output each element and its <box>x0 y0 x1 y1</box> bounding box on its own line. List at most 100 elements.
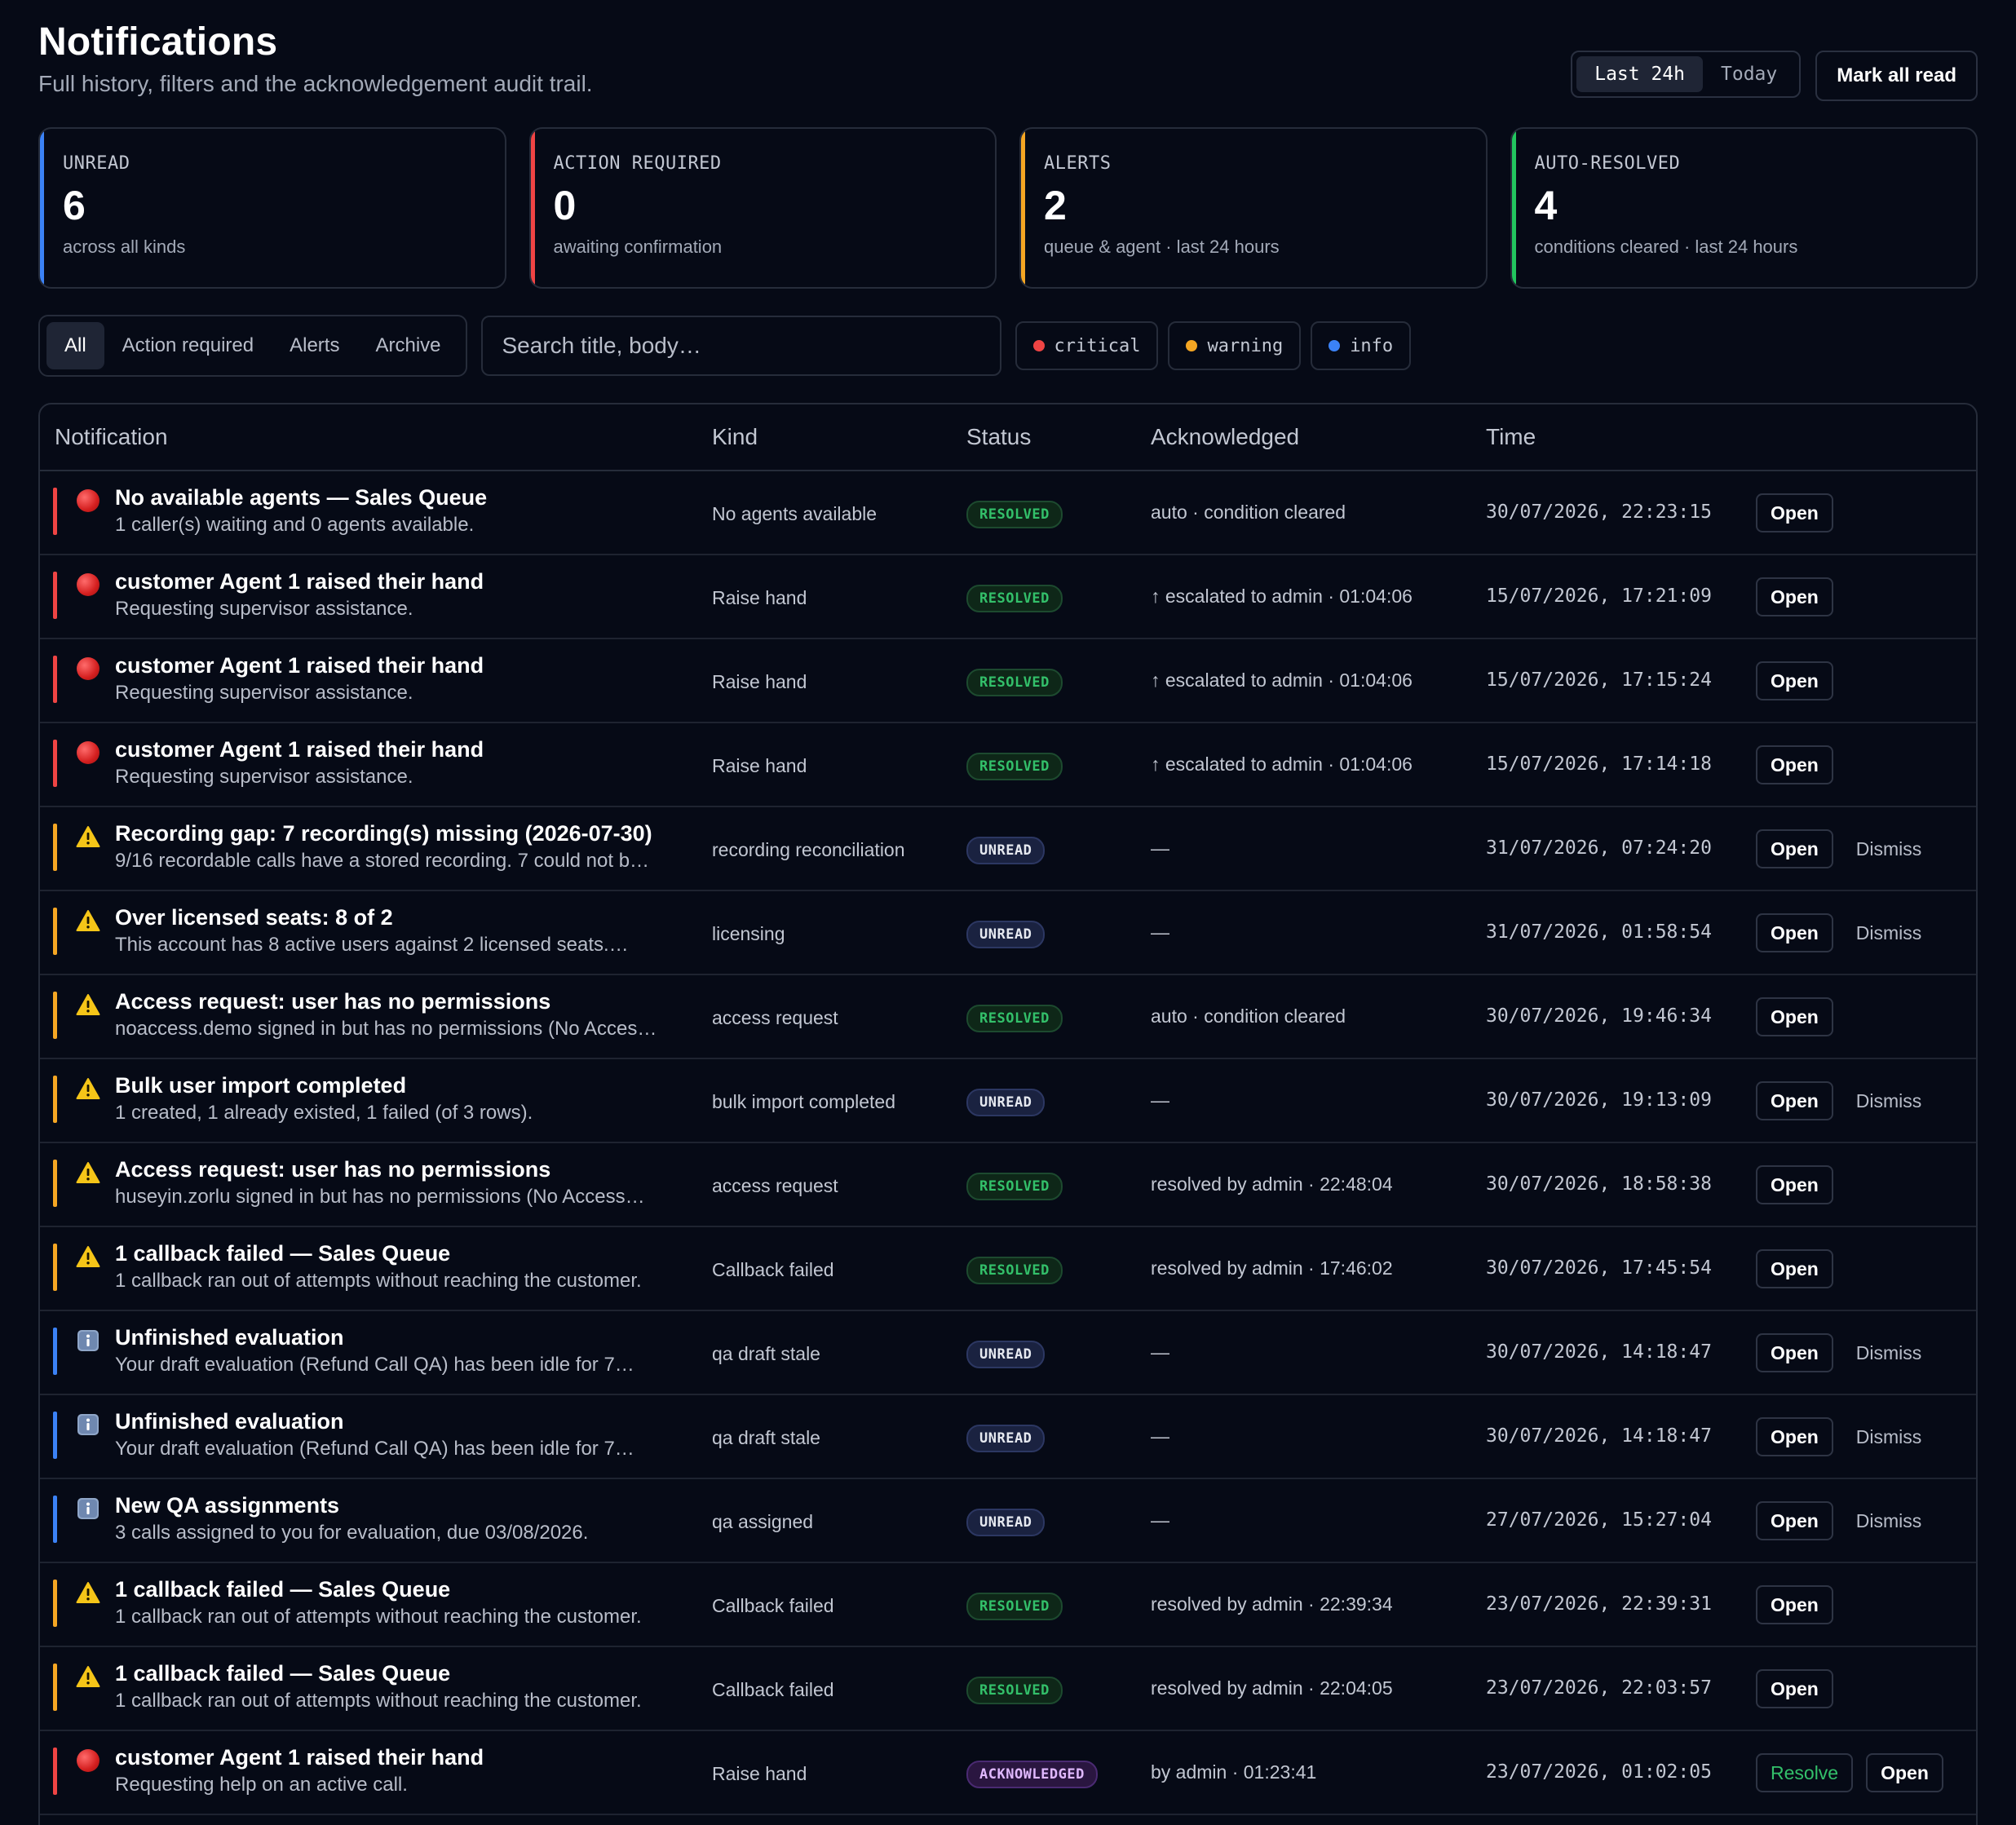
table-row: Over licensed seats: 8 of 2 This account … <box>40 891 1976 975</box>
table-row: Recording gap: 7 recording(s) missing (2… <box>40 807 1976 891</box>
red-circle-icon <box>77 1749 99 1772</box>
notification-time: 30/07/2026, 14:18:47 <box>1486 1341 1712 1363</box>
acknowledged-info: — <box>1151 1425 1169 1447</box>
column-notification: Notification <box>55 424 168 449</box>
notification-title: No available agents — Sales Queue <box>115 485 488 510</box>
warning-icon <box>76 1160 100 1185</box>
notification-title: customer Agent 1 raised their hand <box>115 653 484 678</box>
time-range-toggle: Last 24h Today <box>1571 51 1802 98</box>
status-cell: UNREAD <box>966 1089 1046 1117</box>
row-actions: Open <box>1756 661 1833 700</box>
filter-tabs: All Action required Alerts Archive <box>38 315 467 377</box>
table-row: 1 callback failed — Sales Queue 1 callbac… <box>40 1563 1976 1647</box>
status-cell: RESOLVED <box>966 501 1063 529</box>
open-button[interactable]: Open <box>1756 1417 1833 1456</box>
row-actions: Open Dismiss <box>1756 829 1934 868</box>
notification-kind: recording reconciliation <box>712 838 905 860</box>
tab-all[interactable]: All <box>46 322 104 369</box>
critical-severity-bar <box>53 740 57 787</box>
stat-card-unread: UNREAD 6 across all kinds <box>38 127 506 289</box>
notification-title: Recording gap: 7 recording(s) missing (2… <box>115 821 652 846</box>
status-cell: RESOLVED <box>966 669 1063 697</box>
open-button[interactable]: Open <box>1756 1249 1833 1288</box>
dismiss-button[interactable]: Dismiss <box>1855 1425 1922 1447</box>
open-button[interactable]: Open <box>1756 745 1833 784</box>
row-actions: Open Dismiss <box>1756 1081 1934 1120</box>
notification-time: 23/07/2026, 22:39:31 <box>1486 1593 1712 1615</box>
dismiss-button[interactable]: Dismiss <box>1855 1089 1922 1111</box>
notification-kind: Raise hand <box>712 754 807 776</box>
notification-title: Unfinished evaluation <box>115 1325 344 1350</box>
stat-card-value: 4 <box>1534 183 1558 228</box>
status-badge: RESOLVED <box>966 501 1063 529</box>
notification-time: 30/07/2026, 17:45:54 <box>1486 1257 1712 1279</box>
notification-body: Your draft evaluation (Refund Call QA) h… <box>115 1438 634 1460</box>
notification-body: noaccess.demo signed in but has no permi… <box>115 1018 657 1040</box>
severity-filter-critical[interactable]: critical <box>1015 321 1159 370</box>
acknowledged-info: by admin · 01:23:41 <box>1151 1761 1317 1783</box>
notification-time: 23/07/2026, 22:03:57 <box>1486 1677 1712 1699</box>
tab-action-required[interactable]: Action required <box>122 334 254 356</box>
table-row: Unfinished evaluation Your draft evaluati… <box>40 1311 1976 1395</box>
tab-archive[interactable]: Archive <box>375 334 441 356</box>
open-button[interactable]: Open <box>1756 913 1833 952</box>
dismiss-button[interactable]: Dismiss <box>1855 837 1922 859</box>
stat-card-label: ALERTS <box>1044 153 1112 174</box>
notification-body: Requesting supervisor assistance. <box>115 766 413 788</box>
open-button[interactable]: Open <box>1756 1669 1833 1708</box>
open-button[interactable]: Open <box>1756 577 1833 616</box>
tab-alerts[interactable]: Alerts <box>290 334 340 356</box>
status-cell: ACKNOWLEDGED <box>966 1761 1098 1789</box>
notification-body: huseyin.zorlu signed in but has no permi… <box>115 1186 645 1208</box>
open-button[interactable]: Open <box>1866 1753 1943 1792</box>
open-button[interactable]: Open <box>1756 661 1833 700</box>
warning-icon <box>76 1244 100 1269</box>
dismiss-button[interactable]: Dismiss <box>1855 1341 1922 1363</box>
warning-severity-bar <box>53 908 57 955</box>
stat-card-subtext: awaiting confirmation <box>553 236 723 257</box>
resolve-button[interactable]: Resolve <box>1756 1753 1854 1792</box>
mark-all-read-button[interactable]: Mark all read <box>1815 51 1978 101</box>
status-badge: RESOLVED <box>966 585 1063 613</box>
status-cell: RESOLVED <box>966 585 1063 613</box>
row-actions: Open <box>1756 493 1833 532</box>
severity-filter-info[interactable]: info <box>1311 321 1412 370</box>
open-button[interactable]: Open <box>1756 1165 1833 1204</box>
notification-kind: Callback failed <box>712 1258 834 1280</box>
range-today-button[interactable]: Today <box>1721 64 1778 85</box>
search-input[interactable] <box>480 316 1001 376</box>
notification-kind: qa assigned <box>712 1510 814 1532</box>
notification-kind: Callback failed <box>712 1678 834 1700</box>
table-row: customer Agent 1 raised their hand Reques… <box>40 1731 1976 1815</box>
notification-body: 9/16 recordable calls have a stored reco… <box>115 850 650 872</box>
status-cell: UNREAD <box>966 837 1046 865</box>
notification-time: 23/07/2026, 01:02:05 <box>1486 1761 1712 1783</box>
stat-card-subtext: queue & agent · last 24 hours <box>1044 236 1280 257</box>
notification-time: 15/07/2026, 17:14:18 <box>1486 753 1712 775</box>
filter-bar: All Action required Alerts Archive critical… <box>38 315 1978 377</box>
table-row: Unfinished evaluation Your draft evaluati… <box>40 1395 1976 1479</box>
open-button[interactable]: Open <box>1756 829 1833 868</box>
status-badge: UNREAD <box>966 921 1046 949</box>
open-button[interactable]: Open <box>1756 1501 1833 1540</box>
severity-filter-label: info <box>1350 335 1394 356</box>
warning-severity-bar <box>53 1160 57 1207</box>
dismiss-button[interactable]: Dismiss <box>1855 921 1922 943</box>
status-cell: RESOLVED <box>966 1593 1063 1621</box>
dismiss-button[interactable]: Dismiss <box>1855 1509 1922 1531</box>
notification-title: 1 callback failed — Sales Queue <box>115 1661 451 1686</box>
notification-title: Access request: user has no permissions <box>115 1157 551 1182</box>
notification-kind: access request <box>712 1006 838 1028</box>
status-badge: UNREAD <box>966 837 1046 865</box>
open-button[interactable]: Open <box>1756 997 1833 1036</box>
open-button[interactable]: Open <box>1756 493 1833 532</box>
status-cell: UNREAD <box>966 921 1046 949</box>
open-button[interactable]: Open <box>1756 1585 1833 1624</box>
range-last-24h-button[interactable]: Last 24h <box>1576 56 1703 92</box>
row-actions: Open <box>1756 1585 1833 1624</box>
severity-filter-warning[interactable]: warning <box>1168 321 1302 370</box>
open-button[interactable]: Open <box>1756 1081 1833 1120</box>
open-button[interactable]: Open <box>1756 1333 1833 1372</box>
notification-body: Requesting supervisor assistance. <box>115 598 413 620</box>
critical-severity-bar <box>53 572 57 619</box>
